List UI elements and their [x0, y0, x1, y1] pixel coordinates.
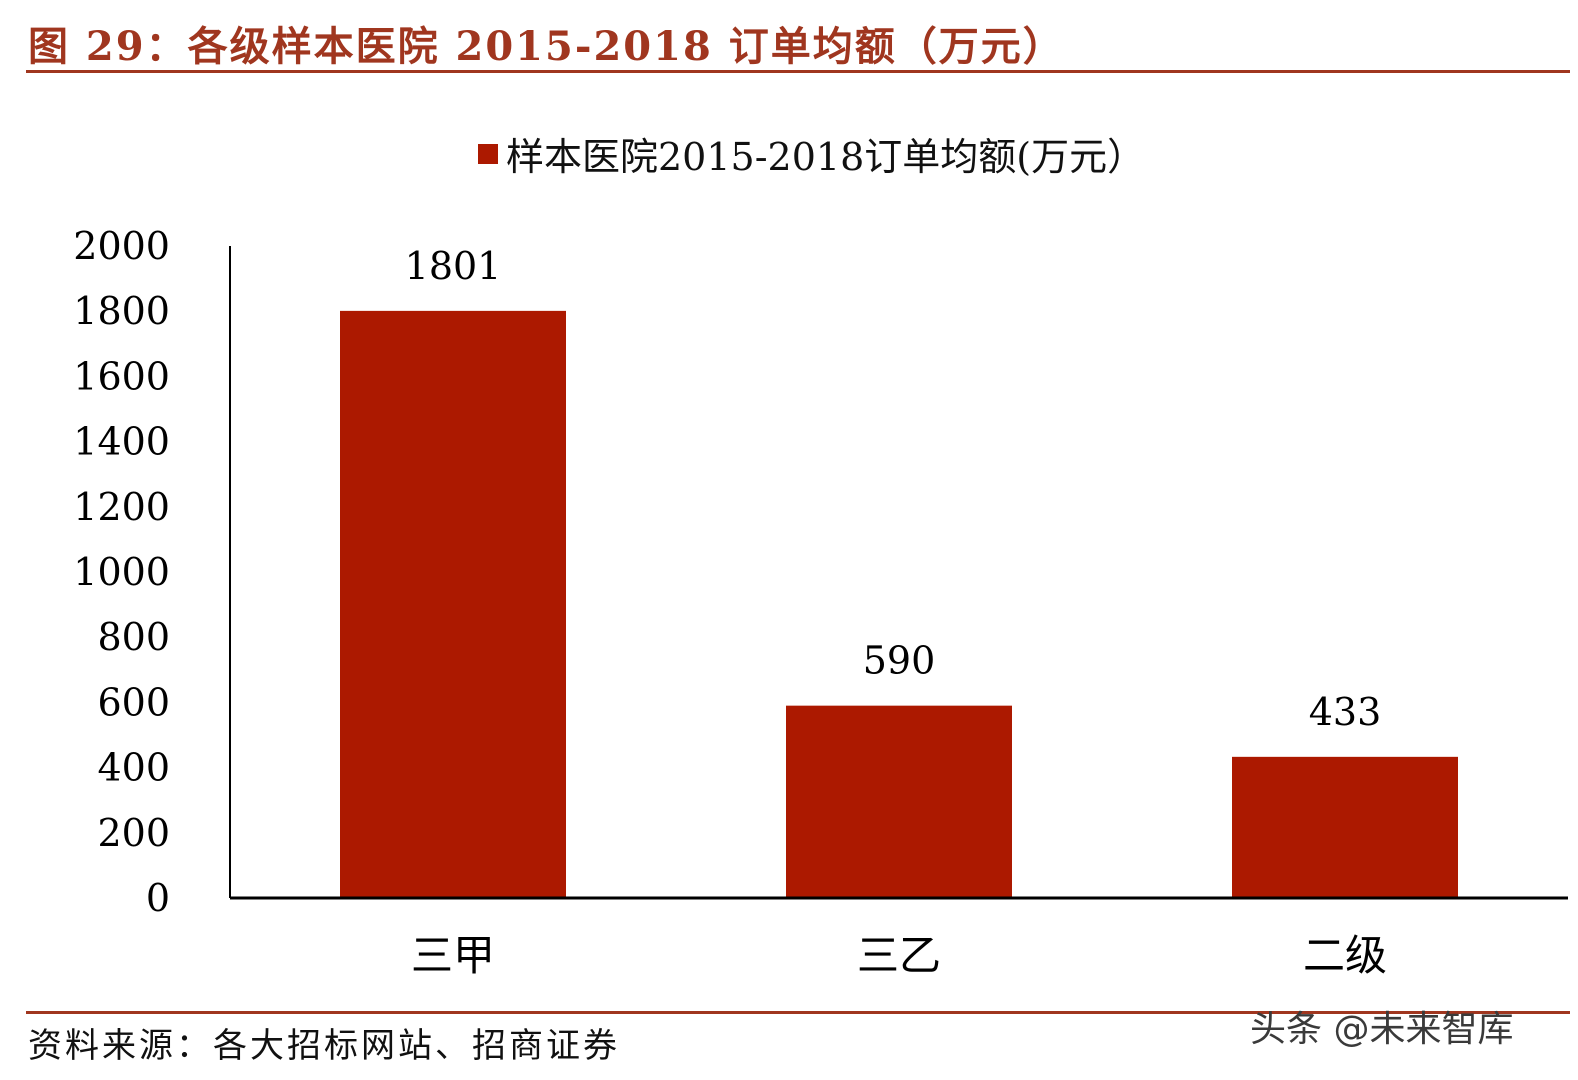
- y-tick-label: 1200: [73, 485, 170, 529]
- y-tick-label: 1800: [73, 289, 170, 333]
- figure-title: 图 29：各级样本医院 2015-2018 订单均额（万元）: [28, 23, 1065, 70]
- x-category-label: 三乙: [857, 931, 941, 980]
- title-divider: [26, 70, 1570, 73]
- y-tick-label: 800: [97, 615, 170, 659]
- bar-1: [340, 310, 566, 898]
- data-label: 433: [1309, 690, 1382, 734]
- y-tick-label: 600: [97, 680, 170, 724]
- y-tick-label: 1400: [73, 420, 170, 464]
- y-tick-label: 400: [97, 746, 170, 790]
- legend-label: 样本医院2015-2018订单均额(万元）: [506, 135, 1146, 179]
- legend-swatch: [478, 143, 498, 164]
- bar-2: [786, 705, 1012, 898]
- data-label: 590: [863, 639, 936, 683]
- y-tick-label: 0: [146, 876, 170, 920]
- source-note: 资料来源：各大招标网站、招商证券: [28, 1026, 620, 1066]
- bar-chart: 0 200 400 600 800 1000 1200 1400 1600 1800 2000 180…: [73, 224, 1568, 980]
- watermark: 头条 @未来智库: [1250, 1009, 1514, 1050]
- footer-divider: [26, 1011, 1570, 1014]
- data-label: 1801: [405, 244, 502, 288]
- y-tick-label: 200: [97, 811, 170, 855]
- y-tick-label: 1600: [73, 354, 170, 398]
- x-category-label: 三甲: [411, 931, 495, 980]
- y-tick-label: 2000: [73, 224, 170, 268]
- y-tick-label: 1000: [73, 550, 170, 594]
- x-category-label: 二级: [1303, 931, 1387, 980]
- chart-legend: 样本医院2015-2018订单均额(万元）: [478, 126, 1145, 181]
- bar-3: [1232, 756, 1458, 898]
